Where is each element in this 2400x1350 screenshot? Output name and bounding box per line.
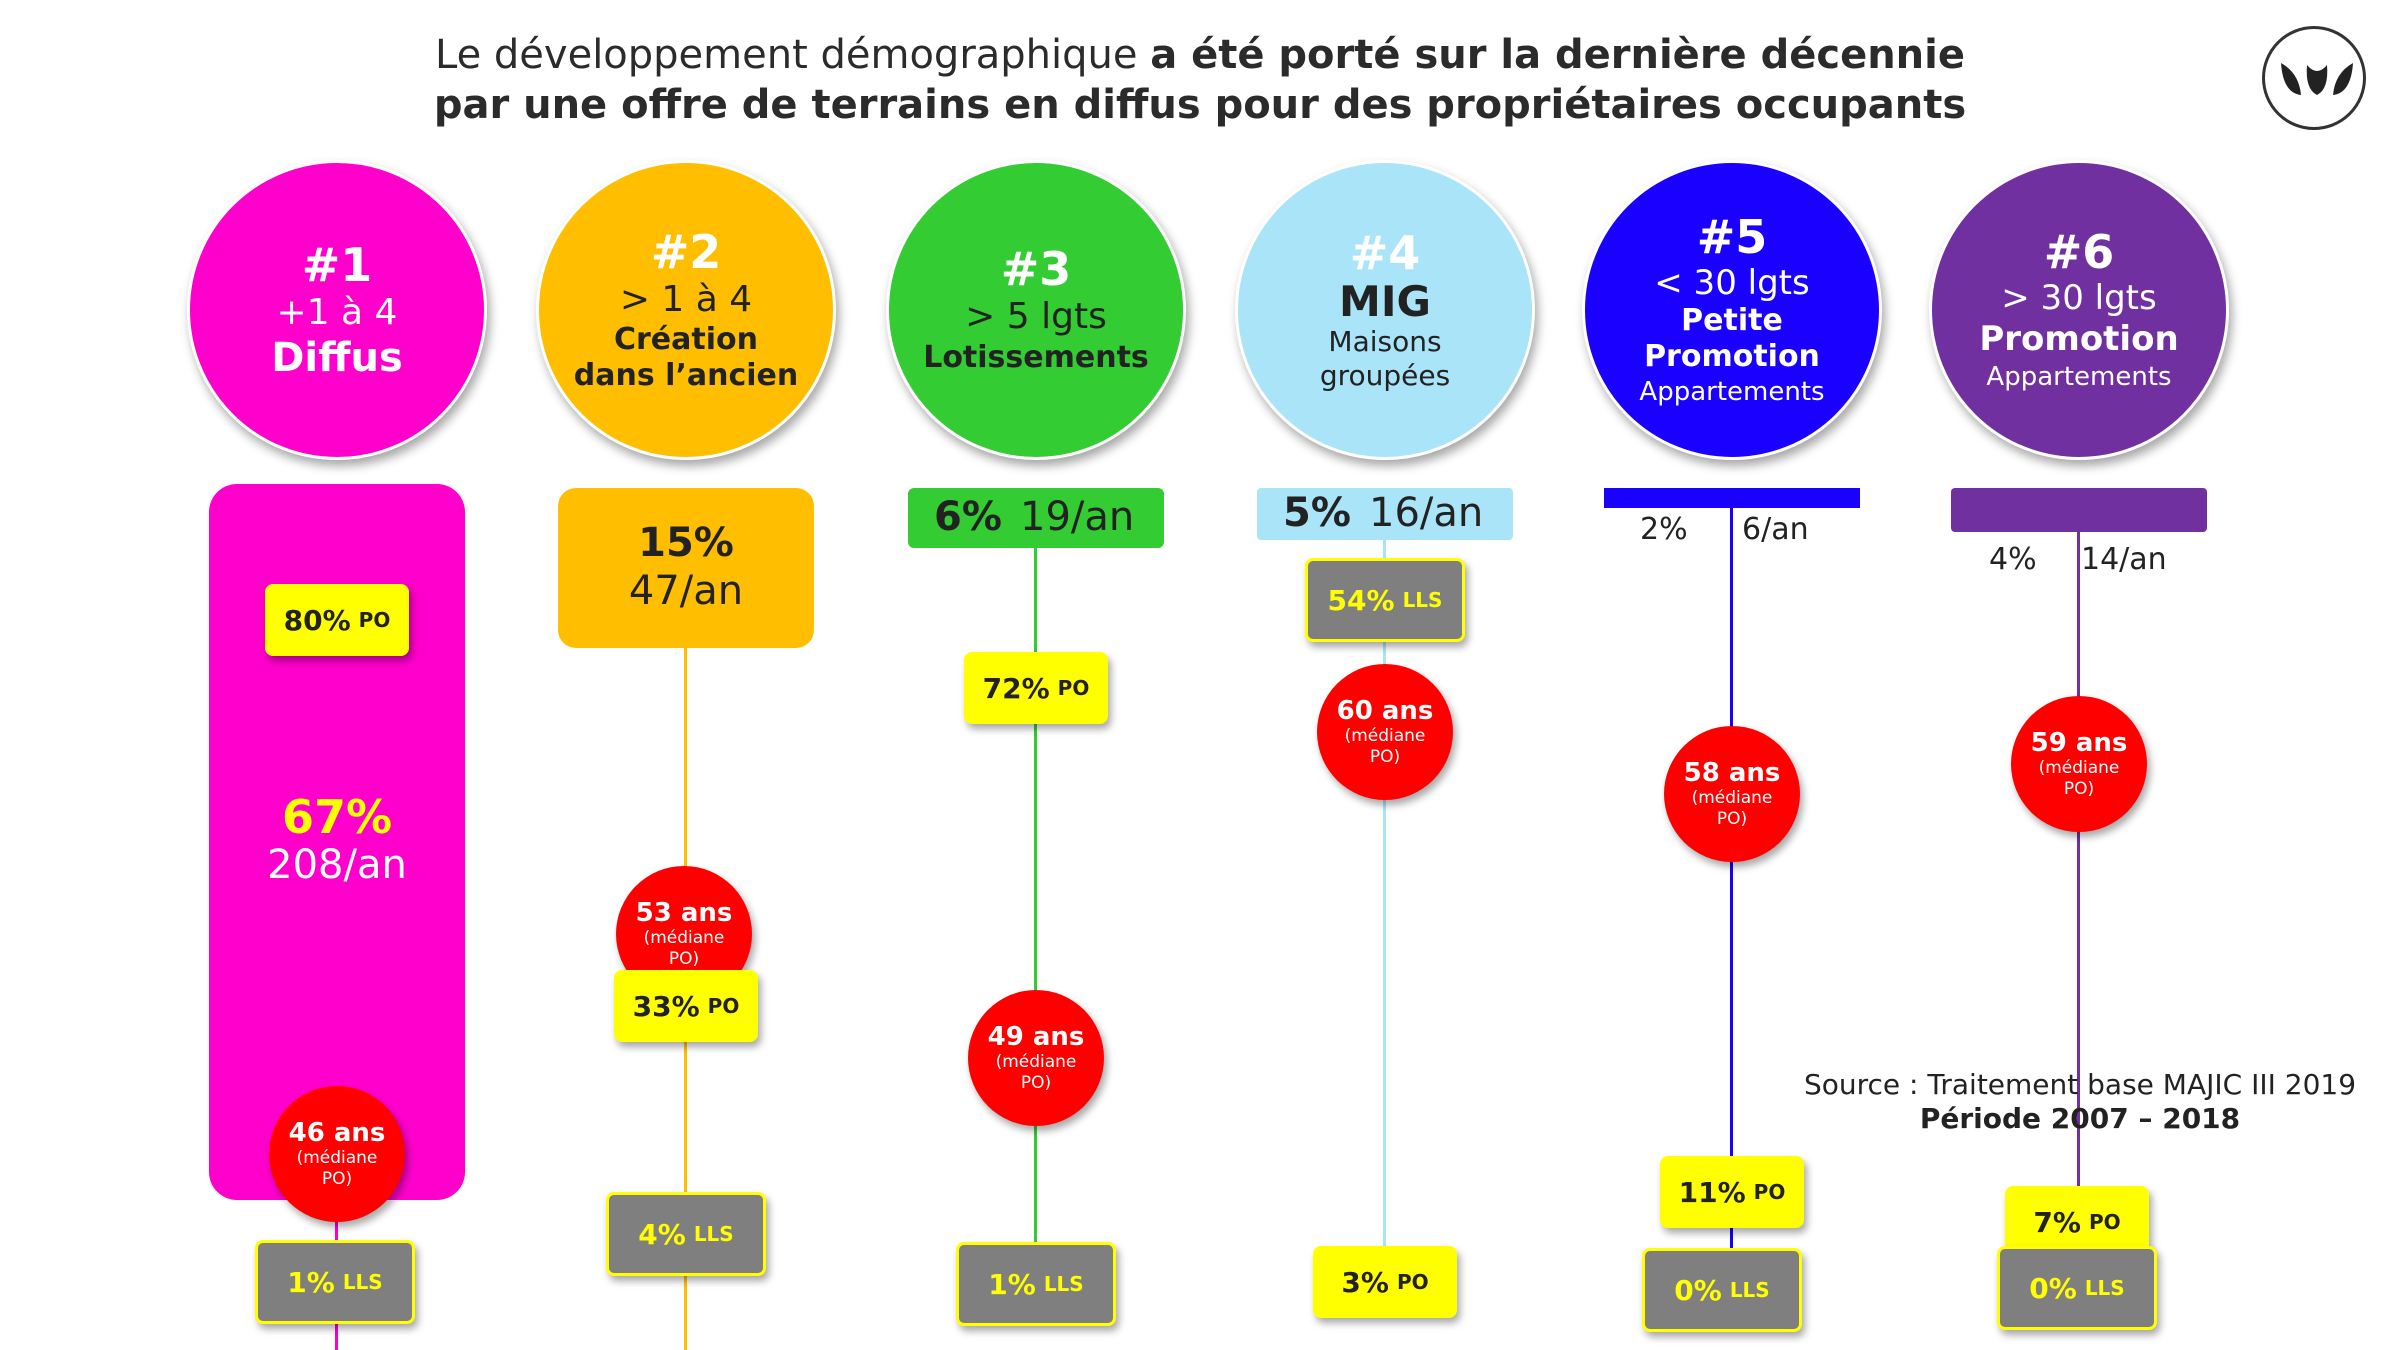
share-per-year-3: 19/an [1020, 494, 1135, 540]
share-pct-6: 4% [1989, 542, 2037, 577]
po-tag-4: 3% PO [1313, 1246, 1457, 1318]
lls-tag-2: 4% LLS [606, 1192, 766, 1276]
lls-tag-1: 1% LLS [255, 1240, 415, 1324]
column-4: #4 MIG Maisons groupées 5% 16/an 54% LLS … [1235, 0, 1535, 1350]
po-tag-3: 72% PO [964, 652, 1108, 724]
share-pct-1: 67% [281, 790, 393, 844]
po-tag-5: 11% PO [1660, 1156, 1804, 1228]
category-circle-4: #4 MIG Maisons groupées [1235, 160, 1535, 460]
share-bar-4 [1257, 488, 1513, 540]
category-circle-2: #2 > 1 à 4 Création dans l’ancien [536, 160, 836, 460]
column-3: #3 > 5 lgts Lotissements 6% 19/an 72% PO … [886, 0, 1186, 1350]
column-2: #2 > 1 à 4 Création dans l’ancien 15% 47… [536, 0, 836, 1350]
age-badge-1: 46 ans (médiane PO) [269, 1086, 405, 1222]
period-line: Période 2007 – 2018 [1919, 1102, 2241, 1135]
leaf-logo-icon [2281, 63, 2353, 95]
category-circle-6: #6 > 30 lgts Promotion Appartements [1929, 160, 2229, 460]
share-per-year-4: 16/an [1369, 490, 1484, 536]
share-bar-3 [908, 488, 1164, 548]
age-badge-6: 59 ans (médiane PO) [2011, 696, 2147, 832]
category-circle-5: #5 < 30 lgts Petite Promotion Appartemen… [1582, 160, 1882, 460]
share-pct-3: 6% [934, 494, 1002, 540]
source-line: Source : Traitement base MAJIC III 2019 [1803, 1068, 2357, 1101]
share-bar-5 [1604, 488, 1860, 508]
share-pct-4: 5% [1283, 490, 1351, 536]
column-5: #5 < 30 lgts Petite Promotion Appartemen… [1582, 0, 1882, 1350]
share-bar-2 [558, 488, 814, 648]
share-per-year-5: 6/an [1742, 512, 1809, 547]
share-bar-6 [1951, 488, 2207, 532]
column-1: #1 +1 à 4 Diffus 67% 208/an 80% PO 46 ans… [187, 0, 487, 1350]
po-tag-2: 33% PO [614, 970, 758, 1042]
page-title: Le développement démographique a été por… [300, 30, 2100, 130]
title-line1-normal: Le développement démographique [435, 32, 1151, 78]
lls-tag-4: 54% LLS [1305, 558, 1465, 642]
po-tag-1: 80% PO [265, 584, 409, 656]
title-line1-bold: a été porté sur la dernière décennie [1150, 32, 1965, 78]
share-pct-5: 2% [1640, 512, 1688, 547]
age-badge-5: 58 ans (médiane PO) [1664, 726, 1800, 862]
lls-tag-3: 1% LLS [956, 1242, 1116, 1326]
share-pct-2: 15% [638, 520, 734, 566]
share-per-year-6: 14/an [2081, 542, 2167, 577]
age-badge-3: 49 ans (médiane PO) [968, 990, 1104, 1126]
lls-tag-6: 0% LLS [1997, 1246, 2157, 1330]
category-circle-3: #3 > 5 lgts Lotissements [886, 160, 1186, 460]
category-circle-1: #1 +1 à 4 Diffus [187, 160, 487, 460]
title-line2: par une offre de terrains en diffus pour… [433, 82, 1967, 128]
share-per-year-2: 47/an [628, 568, 744, 614]
age-badge-4: 60 ans (médiane PO) [1317, 664, 1453, 800]
share-per-year-1: 208/an [267, 842, 407, 888]
lls-tag-5: 0% LLS [1642, 1248, 1802, 1332]
brand-logo [2262, 26, 2366, 130]
source-note: Source : Traitement base MAJIC III 2019 … [1800, 1068, 2360, 1136]
column-6: #6 > 30 lgts Promotion Appartements 4% 1… [1929, 0, 2229, 1350]
